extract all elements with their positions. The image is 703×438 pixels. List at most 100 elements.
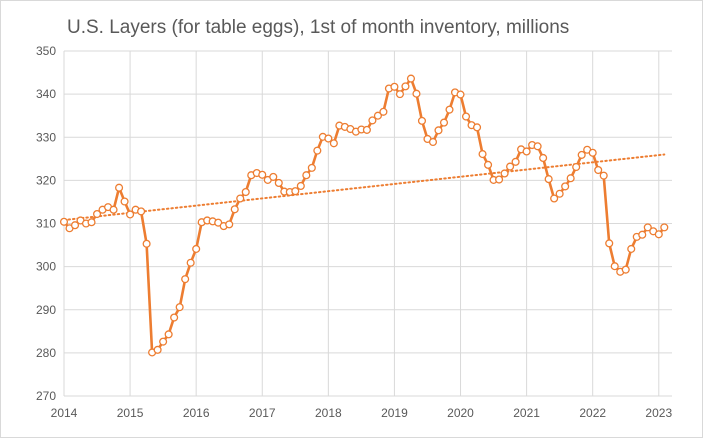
data-point	[533, 142, 542, 151]
data-point	[610, 262, 619, 271]
x-tick-label: 2023	[645, 406, 672, 420]
data-point	[192, 244, 201, 253]
data-point	[126, 210, 135, 219]
data-point	[456, 90, 465, 99]
data-point	[92, 209, 102, 219]
data-point	[588, 148, 597, 157]
data-point	[324, 134, 333, 143]
data-point	[495, 175, 504, 184]
data-point	[544, 175, 553, 184]
data-point	[329, 139, 338, 148]
data-point	[461, 112, 471, 121]
data-point	[434, 126, 443, 135]
data-point	[439, 118, 449, 127]
data-point	[428, 137, 438, 147]
data-point	[566, 174, 575, 183]
data-point	[506, 162, 515, 171]
y-tick-label: 310	[36, 217, 56, 231]
data-point	[302, 171, 311, 180]
data-point	[417, 116, 427, 125]
trendline	[63, 153, 666, 222]
x-tick-label: 2018	[315, 406, 342, 420]
data-point	[412, 89, 421, 98]
data-point	[115, 183, 124, 192]
data-point	[296, 181, 305, 191]
data-point	[186, 258, 195, 267]
data-point	[654, 230, 663, 239]
data-point	[401, 82, 410, 91]
x-tick-label: 2014	[51, 406, 78, 420]
data-point	[175, 303, 184, 312]
data-point	[594, 165, 603, 175]
data-point	[599, 171, 608, 180]
data-point	[643, 223, 652, 232]
x-tick-label: 2017	[249, 406, 276, 420]
x-tick-label: 2022	[579, 406, 606, 420]
data-point	[445, 105, 454, 114]
data-point	[660, 223, 669, 232]
data-point	[120, 197, 129, 206]
data-point	[478, 150, 487, 159]
data-point	[539, 153, 548, 163]
data-point	[627, 244, 636, 253]
data-point	[170, 313, 179, 322]
data-point	[406, 74, 416, 83]
x-tick-label: 2016	[183, 406, 210, 420]
data-point	[241, 187, 250, 197]
data-point	[225, 220, 234, 229]
data-point	[313, 146, 322, 155]
data-point	[153, 345, 162, 354]
data-point	[230, 205, 239, 214]
data-point	[87, 218, 96, 227]
data-point	[269, 172, 278, 181]
data-point	[368, 116, 377, 125]
data-point	[59, 217, 69, 226]
chart-title: U.S. Layers (for table eggs), 1st of mon…	[67, 17, 570, 38]
x-tick-label: 2019	[381, 406, 408, 420]
data-point	[362, 125, 371, 134]
y-tick-label: 320	[36, 173, 56, 187]
data-point	[572, 162, 581, 172]
data-point	[274, 178, 283, 188]
data-point	[70, 221, 80, 230]
y-tick-label: 350	[36, 44, 56, 58]
data-point	[395, 90, 404, 99]
x-tick-label: 2015	[117, 406, 144, 420]
data-point	[484, 160, 493, 169]
y-tick-label: 280	[36, 346, 56, 360]
data-point	[390, 82, 399, 91]
x-tick-label: 2021	[513, 406, 540, 420]
data-point	[137, 207, 146, 216]
data-point	[550, 194, 559, 203]
y-tick-label: 270	[36, 389, 56, 403]
data-point	[511, 157, 520, 166]
y-tick-label: 340	[36, 87, 56, 101]
data-point	[577, 150, 586, 159]
data-point	[258, 170, 267, 179]
data-point	[159, 337, 168, 346]
data-point	[291, 187, 300, 196]
data-point	[142, 239, 151, 248]
data-point	[307, 163, 316, 172]
data-point	[181, 275, 190, 284]
y-tick-label: 330	[36, 130, 56, 144]
data-point	[109, 205, 118, 214]
data-point	[500, 169, 509, 178]
data-point	[561, 182, 570, 191]
data-point	[638, 230, 647, 239]
data-point	[379, 107, 388, 116]
data-point	[236, 194, 245, 203]
data-point	[373, 111, 382, 120]
data-point	[472, 123, 482, 132]
series-line	[63, 77, 666, 354]
x-tick-label: 2020	[447, 406, 474, 420]
y-tick-label: 300	[36, 260, 56, 274]
data-point	[555, 189, 564, 198]
data-point	[522, 147, 531, 156]
data-point	[164, 330, 173, 339]
data-point	[621, 265, 630, 274]
y-tick-label: 290	[36, 303, 56, 317]
data-point	[605, 239, 614, 248]
